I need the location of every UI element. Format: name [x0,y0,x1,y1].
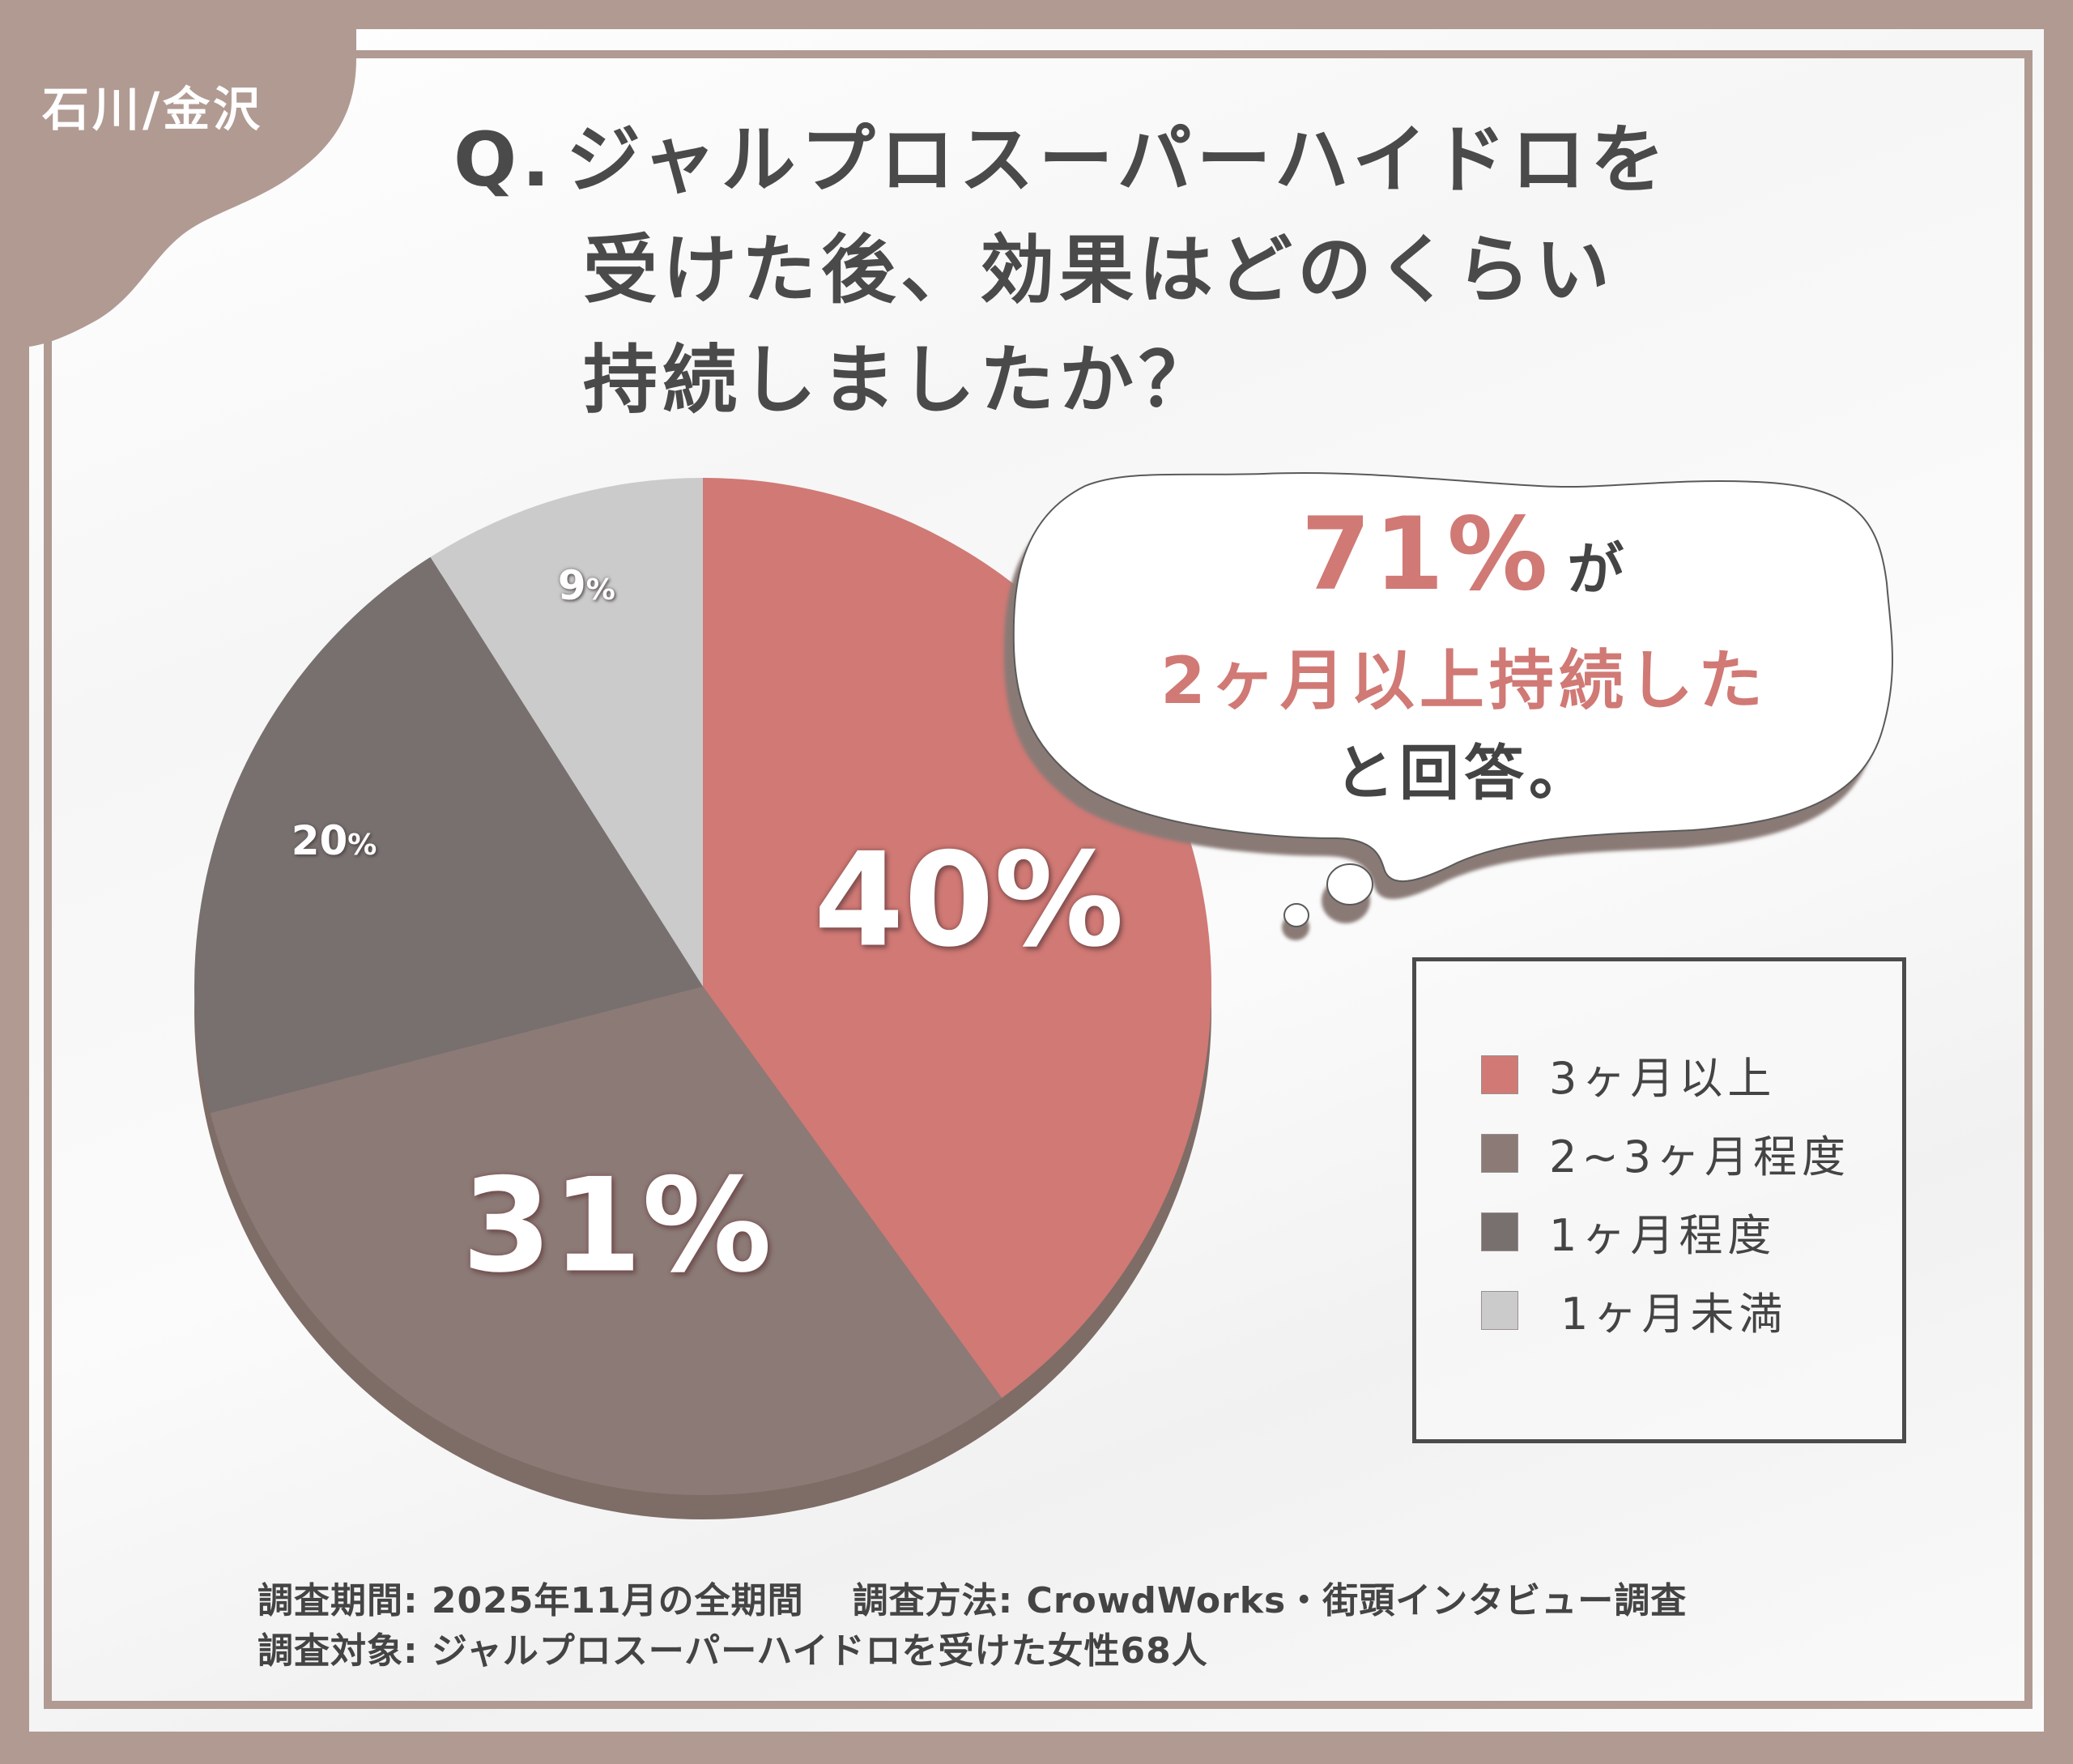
legend-item-2-3-months: 2~3ヶ月程度 [1481,1121,1850,1185]
legend-item-1-month: 1ヶ月程度 [1481,1199,1776,1263]
slice-label: 31% [462,1149,773,1302]
region-badge-shape [0,0,453,347]
pie-slice [430,478,703,986]
legend-item-3-months-plus: 3ヶ月以上 [1481,1042,1776,1106]
legend-swatch [1481,1055,1518,1094]
pie-slice [210,986,1002,1495]
legend-swatch [1481,1290,1518,1330]
survey-target: 調査対象: ジャルプロスーパーハイドロを受けた女性68人 [258,1630,1208,1672]
callout-text: 71% が 2ヶ月以上持続した と回答。 [1019,494,1909,818]
question-text-1: ジャルプロスーパーハイドロを [566,117,1670,203]
callout-line-2: 2ヶ月以上持続した [1160,643,1768,718]
legend-label: 1ヶ月未満 [1560,1289,1788,1340]
slice-label: 40% [814,824,1124,976]
survey-method: 調査方法: CrowdWorks・街頭インタビュー調査 [852,1580,1688,1621]
legend-swatch [1481,1133,1518,1173]
question-prefix: Q. [453,117,555,203]
question-line-3: 持続しましたか？ [583,337,1219,424]
slice-label: 9% [557,562,615,610]
question-line-2: 受けた後、効果はどのくらい [583,227,1615,313]
legend-label: 2~3ヶ月程度 [1549,1131,1850,1182]
slice-label: 20% [291,816,377,864]
callout-particle: が [1567,536,1628,603]
survey-period: 調査期間: 2025年11月の全期間 [258,1580,804,1621]
footnote-line-1: 調査期間: 2025年11月の全期間 調査方法: CrowdWorks・街頭インタ… [258,1576,1687,1626]
region-badge: 石川/金沢 [42,82,264,137]
chart-legend: 3ヶ月以上 2~3ヶ月程度 1ヶ月程度 1ヶ月未満 [1412,957,1906,1443]
legend-label: 3ヶ月以上 [1549,1053,1777,1104]
pie-slice [194,556,703,1114]
legend-item-under-1-month: 1ヶ月未満 [1481,1278,1787,1342]
legend-swatch [1481,1212,1518,1251]
question-line-1: Q. ジャルプロスーパーハイドロを [453,105,1670,215]
legend-label: 1ヶ月程度 [1549,1210,1777,1261]
callout-headline: 71% が [1019,494,1909,630]
question-title: Q. ジャルプロスーパーハイドロを 受けた後、効果はどのくらい 持続しましたか？ [453,105,1670,436]
survey-footnote: 調査期間: 2025年11月の全期間 調査方法: CrowdWorks・街頭インタ… [258,1576,1687,1677]
callout-line-3: と回答。 [1334,739,1594,808]
card-frame [44,50,2033,1709]
callout-percentage: 71% [1300,496,1552,613]
